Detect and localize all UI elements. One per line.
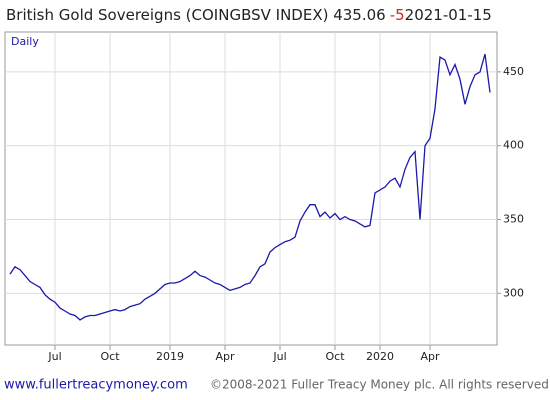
- y-tick-label: 300: [503, 286, 524, 299]
- chart-title: British Gold Sovereigns (COINGBSV INDEX)…: [6, 6, 492, 24]
- frequency-label: Daily: [11, 35, 39, 48]
- footer-site: www.fullertreacymoney.com: [4, 378, 188, 393]
- plot-frame: [4, 31, 498, 346]
- y-tick-label: 400: [503, 139, 524, 152]
- footer-copyright: ©2008-2021 Fuller Treacy Money plc. All …: [210, 378, 549, 392]
- y-tick-label: 350: [503, 213, 524, 226]
- date: 2021-01-15: [405, 6, 492, 24]
- title-text: British Gold Sovereigns (COINGBSV INDEX)…: [6, 6, 386, 24]
- x-tick-label: Apr: [420, 350, 440, 363]
- x-tick-label: 2019: [156, 350, 184, 363]
- x-tick-label: 2020: [366, 350, 394, 363]
- x-tick-label: Jul: [272, 350, 286, 363]
- x-tick-label: Oct: [100, 350, 120, 363]
- y-tick-label: 450: [503, 65, 524, 78]
- change: -5: [390, 6, 405, 24]
- x-tick-label: Apr: [215, 350, 235, 363]
- price-line: [9, 53, 491, 321]
- x-tick-label: Jul: [47, 350, 61, 363]
- x-tick-label: Oct: [325, 350, 345, 363]
